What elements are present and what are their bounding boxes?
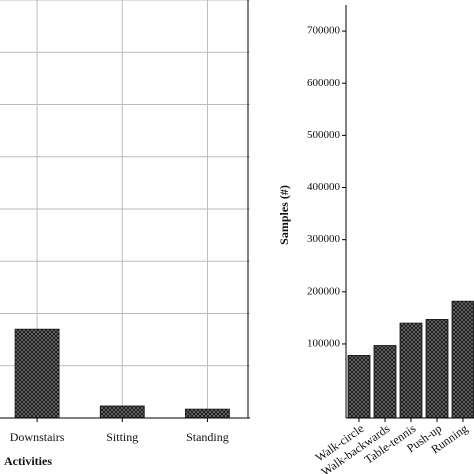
y-tick-label: 100000 — [307, 337, 341, 349]
y-tick-label: 300000 — [307, 233, 341, 245]
x-tick-label: Downstairs — [10, 430, 65, 444]
bar — [373, 345, 397, 419]
bar — [185, 408, 230, 419]
y-tick-label: 200000 — [307, 285, 341, 297]
y-tick-label: 700000 — [307, 25, 341, 37]
bar — [347, 355, 371, 419]
bar — [425, 319, 449, 419]
bar — [14, 328, 60, 419]
bar — [451, 300, 474, 419]
x-tick-label: Standing — [186, 430, 229, 444]
y-tick-label: 600000 — [307, 77, 341, 89]
y-tick-label: 500000 — [307, 129, 341, 141]
x-tick-label: Sitting — [106, 430, 138, 444]
y-axis-label: Samples (#) — [277, 185, 291, 245]
x-axis-label: Activities — [4, 454, 52, 468]
y-tick-label: 400000 — [307, 181, 341, 193]
bar — [399, 322, 423, 419]
bar — [99, 405, 145, 419]
